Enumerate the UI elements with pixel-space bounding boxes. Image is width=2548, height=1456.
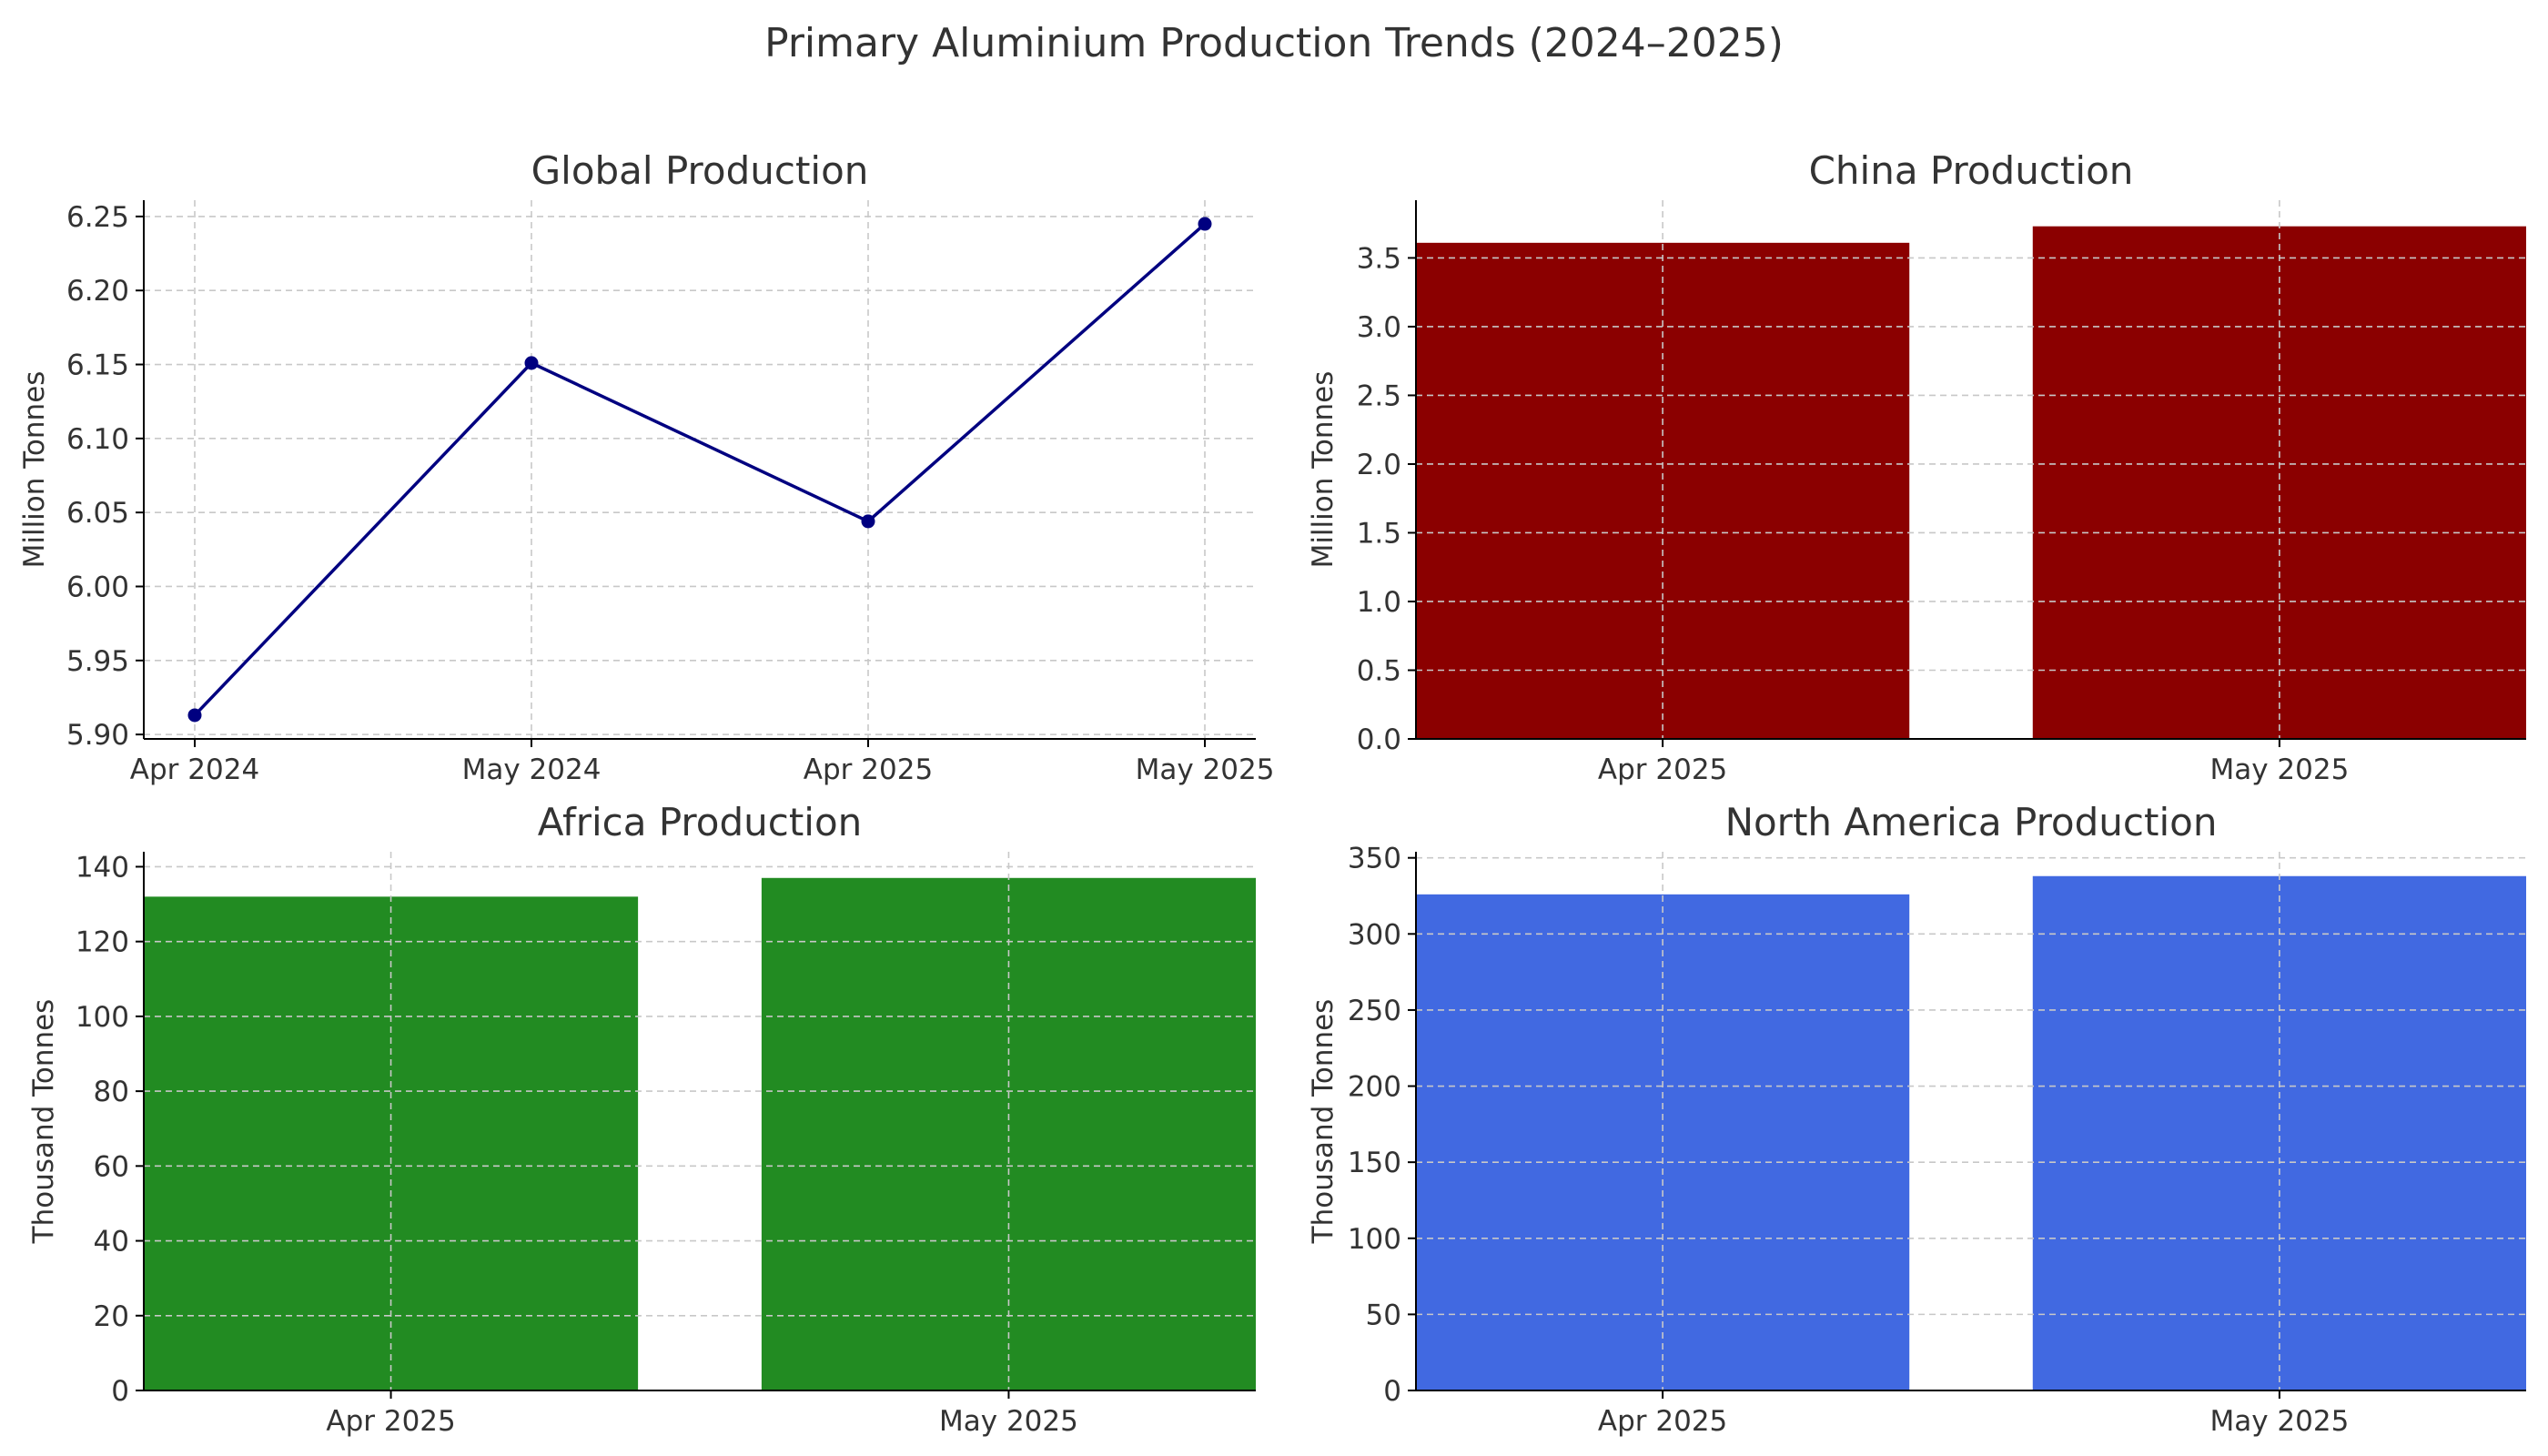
y-tick-label: 6.20 <box>66 275 129 308</box>
y-tick-label: 0 <box>111 1375 129 1408</box>
chart-china: 0.0 0.5 1.0 1.5 2.0 2.5 3.0 3.5 Apr 2025 May 2025… <box>1307 148 2526 786</box>
y-tick-label: 5.95 <box>66 645 129 678</box>
x-tick-label: May 2025 <box>2209 1405 2349 1438</box>
chart-title: China Production <box>1809 148 2134 193</box>
y-tick-label: 140 <box>76 851 129 884</box>
x-tick-label: Apr 2025 <box>1598 1405 1727 1438</box>
y-tick-label: 1.5 <box>1357 517 1401 550</box>
x-tick-label: May 2024 <box>462 753 602 786</box>
gridlines <box>144 200 1256 739</box>
x-tick-label: May 2025 <box>1136 753 1275 786</box>
x-tick-label: May 2025 <box>939 1405 1078 1438</box>
y-tick-label: 20 <box>94 1300 129 1333</box>
point-may-2025 <box>1198 217 1212 231</box>
y-axis-label: Thousand Tonnes <box>27 999 60 1245</box>
chart-global: 5.90 5.95 6.00 6.05 6.10 6.15 6.20 6.25 Apr 2024… <box>18 148 1274 786</box>
x-tick-label: Apr 2025 <box>804 753 933 786</box>
x-tick-label: May 2025 <box>2209 753 2349 786</box>
point-apr-2025 <box>861 514 875 529</box>
y-tick-label: 150 <box>1348 1147 1401 1179</box>
y-tick-label: 50 <box>1366 1299 1401 1331</box>
chart-africa: 0 20 40 60 80 100 120 140 Apr 2025 May 2025 Africa… <box>27 800 1256 1438</box>
y-tick-label: 300 <box>1348 918 1401 951</box>
y-tick-label: 250 <box>1348 995 1401 1027</box>
y-tick-label: 100 <box>1348 1223 1401 1256</box>
point-apr-2024 <box>187 708 202 723</box>
gridlines <box>144 852 1256 1391</box>
y-tick-label: 6.15 <box>66 349 129 382</box>
y-axis-label: Million Tonnes <box>1307 371 1340 569</box>
y-tick-label: 6.25 <box>66 201 129 234</box>
y-tick-label: 3.5 <box>1357 242 1401 275</box>
y-tick-label: 5.90 <box>66 719 129 752</box>
y-tick-label: 80 <box>94 1076 129 1108</box>
figure-title: Primary Aluminium Production Trends (202… <box>764 20 1784 66</box>
series-line <box>193 222 1207 717</box>
x-tick-label: Apr 2024 <box>130 753 259 786</box>
y-axis-label: Million Tonnes <box>18 371 51 569</box>
y-tick-label: 200 <box>1348 1071 1401 1104</box>
point-may-2024 <box>524 356 539 370</box>
y-tick-label: 100 <box>76 1001 129 1034</box>
y-tick-label: 40 <box>94 1226 129 1259</box>
y-tick-label: 0.0 <box>1357 723 1401 756</box>
y-tick-label: 6.05 <box>66 497 129 530</box>
y-tick-label: 6.00 <box>66 571 129 603</box>
bar-apr-2025 <box>144 896 639 1390</box>
chart-title: Africa Production <box>538 800 863 844</box>
gridlines <box>1416 852 2526 1391</box>
y-tick-label: 60 <box>94 1150 129 1183</box>
y-axis-label: Thousand Tonnes <box>1307 999 1340 1245</box>
y-tick-label: 2.0 <box>1357 449 1401 481</box>
y-tick-label: 6.10 <box>66 423 129 456</box>
y-tick-label: 2.5 <box>1357 379 1401 412</box>
y-tick-label: 0.5 <box>1357 654 1401 687</box>
chart-north-america: 0 50 100 150 200 250 300 350 Apr 2025 May 2025 Nor… <box>1307 800 2526 1438</box>
y-tick-label: 0 <box>1383 1375 1401 1408</box>
y-tick-label: 350 <box>1348 843 1401 875</box>
chart-title: Global Production <box>531 148 869 193</box>
y-tick-label: 120 <box>76 926 129 959</box>
gridlines <box>1416 200 2526 740</box>
chart-title: North America Production <box>1725 800 2218 844</box>
x-tick-label: Apr 2025 <box>1598 753 1727 786</box>
x-tick-label: Apr 2025 <box>326 1405 455 1438</box>
y-tick-label: 1.0 <box>1357 586 1401 619</box>
y-tick-label: 3.0 <box>1357 311 1401 344</box>
